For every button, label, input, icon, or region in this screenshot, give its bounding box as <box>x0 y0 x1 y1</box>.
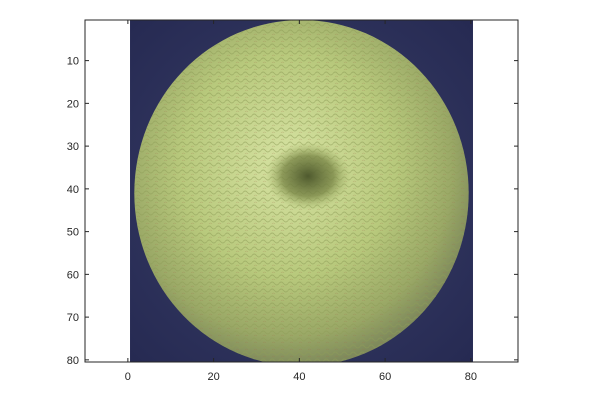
fruit-image <box>130 20 473 362</box>
y-tick-label: 80 <box>67 355 79 367</box>
axes-box <box>84 19 519 363</box>
x-tick-label: 60 <box>379 371 391 383</box>
x-tick-label: 0 <box>125 371 131 383</box>
y-tick-label: 70 <box>67 312 79 324</box>
y-tick-label: 30 <box>67 141 79 153</box>
x-tick-label: 20 <box>207 371 219 383</box>
y-tick-label: 50 <box>67 227 79 239</box>
y-tick-label: 40 <box>67 184 79 196</box>
y-tick-label: 60 <box>67 269 79 281</box>
stem-spot <box>265 141 351 211</box>
y-tick-label: 10 <box>67 56 79 68</box>
x-axis-ticks: 0 20 40 60 80 <box>125 20 477 383</box>
x-tick-label: 40 <box>293 371 305 383</box>
y-axis-ticks: 10 20 30 40 50 60 70 80 <box>67 56 518 367</box>
y-tick-label: 20 <box>67 98 79 110</box>
x-tick-label: 80 <box>465 371 477 383</box>
